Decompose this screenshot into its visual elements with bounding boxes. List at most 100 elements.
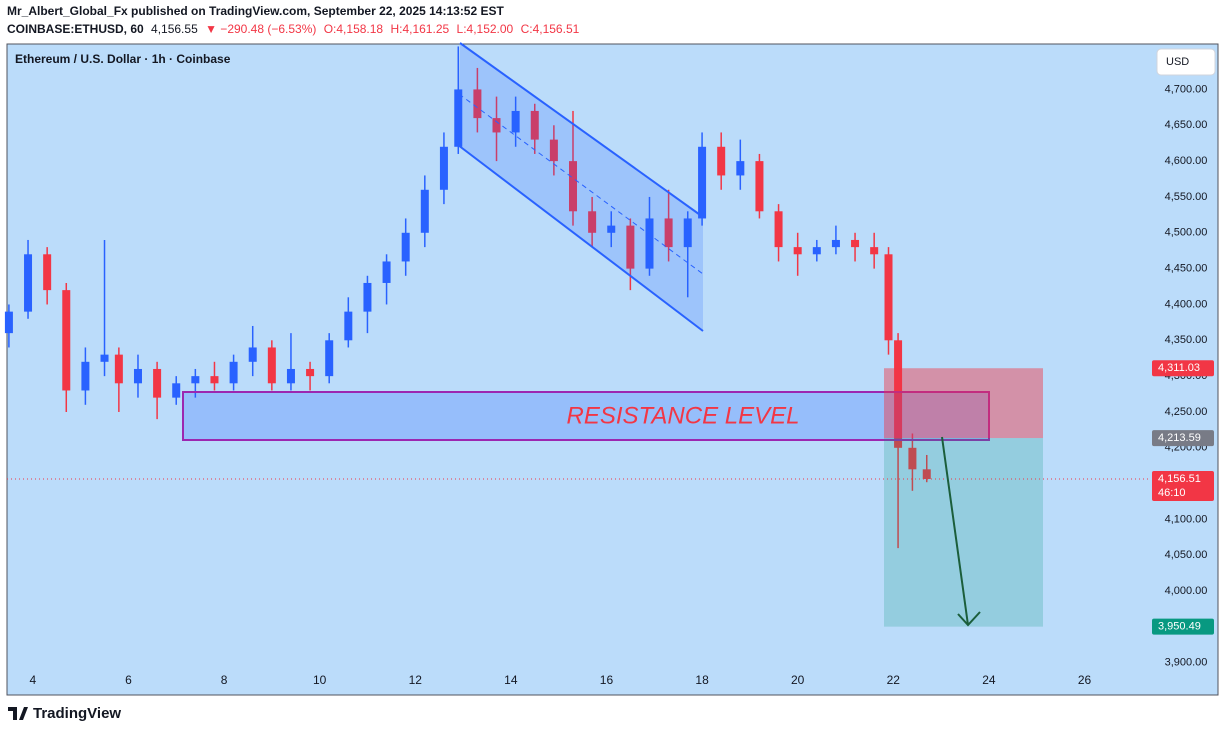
candle-body <box>588 211 597 233</box>
resistance-zone <box>182 391 990 441</box>
candle-body <box>492 118 501 133</box>
candle-body <box>81 361 90 391</box>
y-tick-label: 4,100.00 <box>1165 513 1208 525</box>
candle-body <box>306 368 315 377</box>
x-tick-label: 10 <box>313 673 327 687</box>
x-tick-label: 6 <box>125 673 132 687</box>
candle-body <box>382 261 391 283</box>
candle-body <box>908 447 917 470</box>
candle-body <box>43 254 52 291</box>
candle-body <box>248 347 257 362</box>
y-tick-label: 4,350.00 <box>1165 334 1208 346</box>
publisher: Mr_Albert_Global_Fx published on Trading… <box>7 4 504 18</box>
candle-body <box>4 311 13 334</box>
x-tick-label: 12 <box>409 673 423 687</box>
candle-body <box>884 254 893 341</box>
candle-body <box>344 311 353 341</box>
ohlc-high: H:4,161.25 <box>390 22 449 36</box>
y-tick-label: 4,000.00 <box>1165 585 1208 597</box>
x-tick-label: 24 <box>982 673 996 687</box>
candle-body <box>172 383 181 398</box>
candle-body <box>549 139 558 162</box>
candle-body <box>774 211 783 248</box>
candle-body <box>922 469 931 479</box>
currency: USD <box>1166 56 1189 68</box>
price-marker-label: 4,311.03 <box>1158 362 1200 374</box>
symbol: COINBASE:ETHUSD, 60 <box>7 22 144 36</box>
x-tick-label: 8 <box>221 673 228 687</box>
y-tick-label: 4,600.00 <box>1165 155 1208 167</box>
candle-body <box>439 146 448 190</box>
channel-fill <box>458 43 703 331</box>
price-marker <box>1152 618 1214 635</box>
symbol-line: COINBASE:ETHUSD, 60 4,156.55 ▼ −290.48 (… <box>7 22 580 36</box>
x-tick-label: 22 <box>887 673 901 687</box>
y-tick-label: 3,900.00 <box>1165 657 1208 669</box>
y-tick-label: 4,450.00 <box>1165 263 1208 275</box>
tv-logo <box>8 707 28 720</box>
candle-body <box>62 290 71 391</box>
y-tick-label: 4,550.00 <box>1165 191 1208 203</box>
candle-body <box>831 239 840 248</box>
candle-body <box>683 218 692 248</box>
ohlc-low: L:4,152.00 <box>457 22 514 36</box>
last-price: 4,156.55 <box>151 22 198 36</box>
y-tick-label: 4,400.00 <box>1165 298 1208 310</box>
candle-body <box>286 368 295 384</box>
x-tick-label: 20 <box>791 673 805 687</box>
chart-title: Ethereum / U.S. Dollar · 1h · Coinbase <box>15 52 231 66</box>
x-tick-label: 14 <box>504 673 518 687</box>
candle-body <box>325 340 334 377</box>
countdown: 46:10 <box>1158 487 1186 499</box>
candle-body <box>645 218 654 269</box>
channel-lower <box>457 144 704 332</box>
candle-body <box>229 361 238 384</box>
price-marker <box>1152 430 1214 447</box>
plot: 3,900.004,000.004,050.004,100.004,200.00… <box>4 46 1208 687</box>
candle-body <box>24 254 33 312</box>
candle-body <box>114 354 123 384</box>
candle-body <box>100 354 109 362</box>
currency-button[interactable] <box>1156 48 1216 76</box>
candle-body <box>363 282 372 312</box>
candle-body <box>420 189 429 233</box>
overlay: 4,311.03 4,213.59 4,156.51 46:10 3,950.49 <box>7 360 1214 635</box>
candle-body <box>894 340 903 448</box>
candle-body <box>210 376 219 384</box>
ohlc-open: O:4,158.18 <box>324 22 384 36</box>
candle-body <box>401 232 410 262</box>
price-marker-label: 3,950.49 <box>1158 621 1201 633</box>
price-marker-label: 4,213.59 <box>1158 432 1201 444</box>
candle-body <box>569 161 578 212</box>
candle-body <box>191 376 200 384</box>
y-tick-label: 4,500.00 <box>1165 227 1208 239</box>
candle-body <box>530 110 539 140</box>
candle-body <box>133 368 142 384</box>
candle-body <box>812 247 821 255</box>
candle-body <box>267 347 276 384</box>
y-tick-label: 4,050.00 <box>1165 549 1208 561</box>
candle-body <box>454 89 463 147</box>
ohlc-close: C:4,156.51 <box>521 22 580 36</box>
x-tick-label: 4 <box>29 673 36 687</box>
y-tick-label: 4,700.00 <box>1165 83 1208 95</box>
stop-zone <box>884 368 1043 439</box>
price-marker <box>1152 470 1214 501</box>
x-tick-label: 16 <box>600 673 614 687</box>
candle-body <box>870 247 879 255</box>
price-marker <box>1152 360 1214 377</box>
resistance-label: RESISTANCE LEVEL <box>567 402 800 429</box>
candle-body <box>698 146 707 219</box>
candle-body <box>664 218 673 248</box>
candle-body <box>736 161 745 176</box>
candle-body <box>153 368 162 398</box>
candle-body <box>851 239 860 248</box>
x-tick-label: 18 <box>695 673 709 687</box>
projection-arrow <box>941 436 981 627</box>
channel-mid <box>458 93 704 275</box>
change: ▼ −290.48 (−6.53%) <box>205 22 316 36</box>
y-tick-label: 4,250.00 <box>1165 406 1208 418</box>
x-tick-label: 26 <box>1078 673 1092 687</box>
